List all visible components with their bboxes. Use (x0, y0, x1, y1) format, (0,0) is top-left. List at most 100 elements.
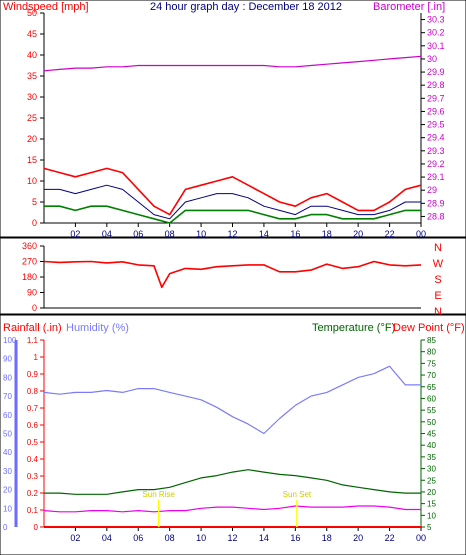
temp-tick-label: 70 (427, 371, 436, 380)
baro-y-tick-label: 29.5 (427, 120, 445, 130)
temp-tick-label: 60 (427, 394, 436, 403)
climate-panel: Rainfall (.in) Humidity (%) Temperature … (0, 314, 466, 555)
wind-direction-line (43, 260, 422, 289)
rain-tick-label: 0.6 (27, 421, 39, 430)
baro-y-tick-label: 29.6 (427, 106, 445, 116)
x-tick-label: 20 (353, 229, 363, 239)
humidity-tick-label: 100 (3, 336, 17, 345)
humidity-tick-label: 10 (3, 504, 12, 513)
climate-series (43, 365, 421, 528)
wind-y-tick-label: 40 (27, 50, 37, 60)
baro-y-tick-label: 29.1 (427, 172, 445, 182)
humidity-tick-label: 0 (3, 523, 8, 532)
x-tick-label: 00 (416, 229, 426, 239)
direction-series (43, 260, 422, 289)
humidity-tick-label: 60 (3, 411, 12, 420)
x-tick-label: 22 (385, 229, 395, 239)
dewpoint-line (43, 505, 421, 513)
x-tick-label: 06 (133, 533, 143, 543)
x-tick-label: 22 (385, 533, 395, 543)
sun-marker-label: Sun Rise (142, 490, 175, 499)
baro-y-tick-label: 30.2 (427, 28, 445, 38)
baro-y-tick-label: 29.8 (427, 80, 445, 90)
rain-ticks: 0 0.1 0.2 0.3 0.4 0.5 0.6 0.7 0.8 0.9 1 1.1 (27, 336, 44, 532)
x-tick-label: 18 (322, 229, 332, 239)
barometer-right-ticks: 28.8 28.9 29 29.1 29.2 29.3 29.4 29.5 29.6 29.7 29… (421, 15, 445, 221)
x-tick-label: 02 (70, 533, 80, 543)
x-tick-label: 04 (102, 229, 112, 239)
x-tick-label: 10 (196, 533, 206, 543)
baro-y-tick-label: 29.7 (427, 93, 445, 103)
rain-tick-label: 0.7 (27, 404, 39, 413)
temp-tick-label: 25 (427, 476, 436, 485)
rain-tick-label: 0.5 (27, 438, 39, 447)
temp-tick-label: 80 (427, 348, 436, 357)
x-tick-label: 08 (165, 533, 175, 543)
humidity-line (43, 365, 421, 435)
dir-y-tick-label: 270 (22, 257, 37, 267)
wind-y-tick-label: 5 (32, 197, 37, 207)
x-tick-label: 16 (290, 229, 300, 239)
wind-x-ticks: 02 04 06 08 10 12 14 16 18 20 22 00 (70, 223, 426, 239)
wind-y-tick-label: 50 (27, 8, 37, 18)
wind-series (43, 55, 422, 224)
baro-y-tick-label: 29.2 (427, 159, 445, 169)
baro-y-tick-label: 29.3 (427, 146, 445, 156)
rain-tick-label: 0.1 (27, 506, 39, 515)
rain-tick-label: 0.3 (27, 472, 39, 481)
climate-panel-frame (0, 314, 466, 555)
wind-y-tick-label: 10 (27, 176, 37, 186)
temp-tick-label: 5 (427, 523, 432, 532)
sun-annotations: Sun Rise Sun Set (142, 490, 312, 527)
rainfall-label: Rainfall (.in) (3, 322, 62, 334)
temp-tick-label: 65 (427, 383, 436, 392)
dir-y-tick-label: 90 (27, 288, 37, 298)
x-tick-label: 04 (102, 533, 112, 543)
temp-tick-label: 30 (427, 465, 436, 474)
wind-y-tick-label: 45 (27, 29, 37, 39)
dir-y-tick-label: 0 (32, 303, 37, 313)
wind-gust-line (43, 167, 422, 216)
x-tick-label: 12 (227, 533, 237, 543)
baro-y-tick-label: 28.8 (427, 211, 445, 221)
compass-label: S (434, 274, 441, 286)
x-tick-label: 00 (416, 533, 426, 543)
humidity-label: Humidity (%) (66, 322, 129, 334)
sun-marker-label: Sun Set (283, 490, 312, 499)
wind-average-line (44, 184, 421, 220)
x-tick-label: 14 (259, 533, 269, 543)
humidity-tick-label: 80 (3, 373, 12, 382)
climate-x-ticks: 02 04 06 08 10 12 14 16 18 20 22 00 (70, 527, 426, 543)
humidity-tick-label: 90 (3, 355, 12, 364)
x-tick-label: 02 (70, 229, 80, 239)
temp-tick-label: 10 (427, 511, 436, 520)
compass-label: W (433, 258, 444, 270)
baro-y-tick-label: 29.9 (427, 67, 445, 77)
humidity-tick-label: 20 (3, 486, 12, 495)
temp-tick-label: 50 (427, 418, 436, 427)
compass-label: E (434, 290, 441, 302)
wind-y-tick-label: 0 (32, 218, 37, 228)
wind-y-tick-label: 25 (27, 113, 37, 123)
humidity-ticks: 0 10 20 30 40 50 60 70 80 90 100 (3, 336, 17, 532)
x-tick-label: 14 (259, 229, 269, 239)
dir-y-tick-label: 180 (22, 272, 37, 282)
graph-title: 24 hour graph day : December 18 2012 (150, 1, 342, 13)
wind-y-tick-label: 35 (27, 71, 37, 81)
x-tick-label: 16 (290, 533, 300, 543)
baro-y-tick-label: 28.9 (427, 198, 445, 208)
baro-y-tick-label: 29.4 (427, 133, 445, 143)
wind-panel: Windspeed [mph] 24 hour graph day : Dece… (0, 0, 466, 239)
x-tick-label: 08 (165, 229, 175, 239)
humidity-tick-label: 40 (3, 448, 12, 457)
baro-y-tick-label: 29 (427, 185, 437, 195)
wind-y-tick-label: 30 (27, 92, 37, 102)
temp-tick-label: 55 (427, 406, 436, 415)
wind-speed-line (44, 205, 421, 224)
baro-y-tick-label: 30.3 (427, 15, 445, 25)
rain-tick-label: 0.4 (27, 455, 39, 464)
x-tick-label: 06 (133, 229, 143, 239)
dir-y-tick-label: 360 (22, 241, 37, 251)
